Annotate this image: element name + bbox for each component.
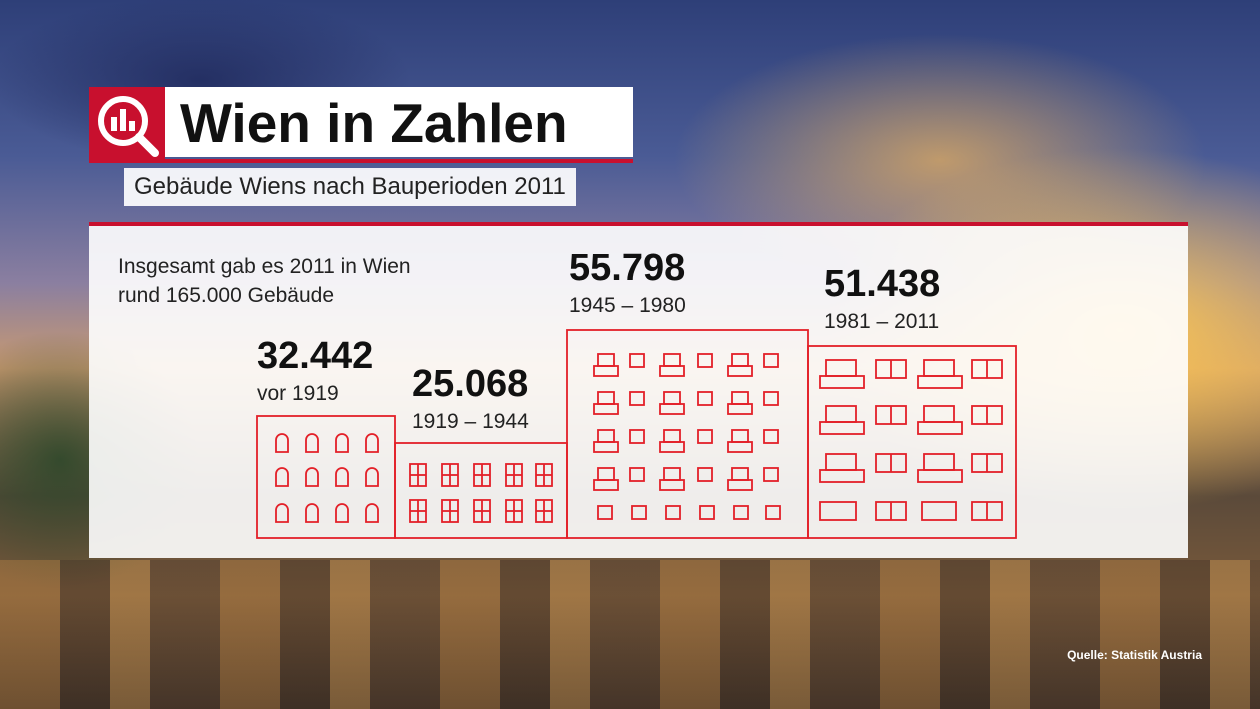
window — [597, 391, 615, 405]
bar-chart-magnifier-icon — [98, 96, 159, 157]
window — [825, 453, 857, 471]
period-count-2: 25.068 — [412, 363, 529, 405]
period-label-2: 1919 – 1944 — [412, 410, 529, 433]
balcony — [593, 403, 619, 415]
window — [825, 405, 857, 423]
intro-text: Insgesamt gab es 2011 in Wien rund 165.0… — [118, 252, 411, 310]
arched-window — [365, 467, 379, 487]
page-title: Wien in Zahlen — [180, 92, 568, 154]
arched-window — [335, 433, 349, 453]
arched-window — [305, 503, 319, 523]
arched-window — [365, 433, 379, 453]
period-label-3: 1945 – 1980 — [569, 294, 686, 317]
arched-window — [365, 503, 379, 523]
window — [663, 429, 681, 443]
balcony — [727, 441, 753, 453]
arched-window — [275, 433, 289, 453]
period-count-4: 51.438 — [824, 263, 941, 305]
period-label-1: vor 1919 — [257, 382, 339, 405]
building-1981-2011 — [807, 345, 1017, 539]
background-water-reflection — [0, 560, 1260, 709]
window — [697, 429, 713, 444]
window — [597, 467, 615, 481]
window — [663, 391, 681, 405]
balcony — [917, 469, 963, 483]
building-1945-1980 — [566, 329, 809, 539]
balcony — [727, 479, 753, 491]
balcony — [917, 375, 963, 389]
balcony — [819, 421, 865, 435]
page-subtitle: Gebäude Wiens nach Bauperioden 2011 — [124, 168, 576, 206]
window — [663, 353, 681, 367]
source-note: Quelle: Statistik Austria — [1067, 648, 1202, 662]
window — [629, 429, 645, 444]
window — [597, 429, 615, 443]
window — [663, 467, 681, 481]
window — [923, 453, 955, 471]
intro-line-1: Insgesamt gab es 2011 in Wien — [118, 255, 411, 278]
window — [819, 501, 857, 521]
window — [699, 505, 715, 520]
window — [763, 429, 779, 444]
balcony — [593, 365, 619, 377]
balcony — [593, 479, 619, 491]
balcony — [659, 403, 685, 415]
window — [765, 505, 781, 520]
window — [631, 505, 647, 520]
window — [763, 391, 779, 406]
window — [597, 353, 615, 367]
period-count-3: 55.798 — [569, 247, 686, 289]
window — [697, 391, 713, 406]
window — [733, 505, 749, 520]
balcony — [819, 469, 865, 483]
arched-window — [275, 503, 289, 523]
window — [923, 405, 955, 423]
window — [731, 467, 749, 481]
window — [665, 505, 681, 520]
balcony — [659, 441, 685, 453]
arched-window — [335, 467, 349, 487]
window — [597, 505, 613, 520]
window — [825, 359, 857, 377]
window — [697, 353, 713, 368]
window — [921, 501, 957, 521]
window — [763, 467, 779, 482]
title-box — [165, 87, 633, 157]
period-count-1: 32.442 — [257, 335, 374, 377]
title-underline — [89, 159, 633, 163]
arched-window — [305, 433, 319, 453]
balcony — [727, 365, 753, 377]
building-1919-1944 — [394, 442, 568, 539]
window — [763, 353, 779, 368]
balcony — [659, 479, 685, 491]
content-panel — [89, 222, 1188, 558]
period-label-4: 1981 – 2011 — [824, 310, 940, 333]
window — [923, 359, 955, 377]
balcony — [917, 421, 963, 435]
arched-window — [335, 503, 349, 523]
window — [697, 467, 713, 482]
building-vor-1919 — [256, 415, 396, 539]
balcony — [659, 365, 685, 377]
window — [629, 353, 645, 368]
balcony — [727, 403, 753, 415]
window — [629, 391, 645, 406]
arched-window — [305, 467, 319, 487]
arched-window — [275, 467, 289, 487]
intro-line-2: rund 165.000 Gebäude — [118, 284, 335, 307]
window — [629, 467, 645, 482]
balcony — [593, 441, 619, 453]
logo-badge — [89, 87, 165, 163]
window — [731, 353, 749, 367]
window — [731, 429, 749, 443]
window — [731, 391, 749, 405]
balcony — [819, 375, 865, 389]
